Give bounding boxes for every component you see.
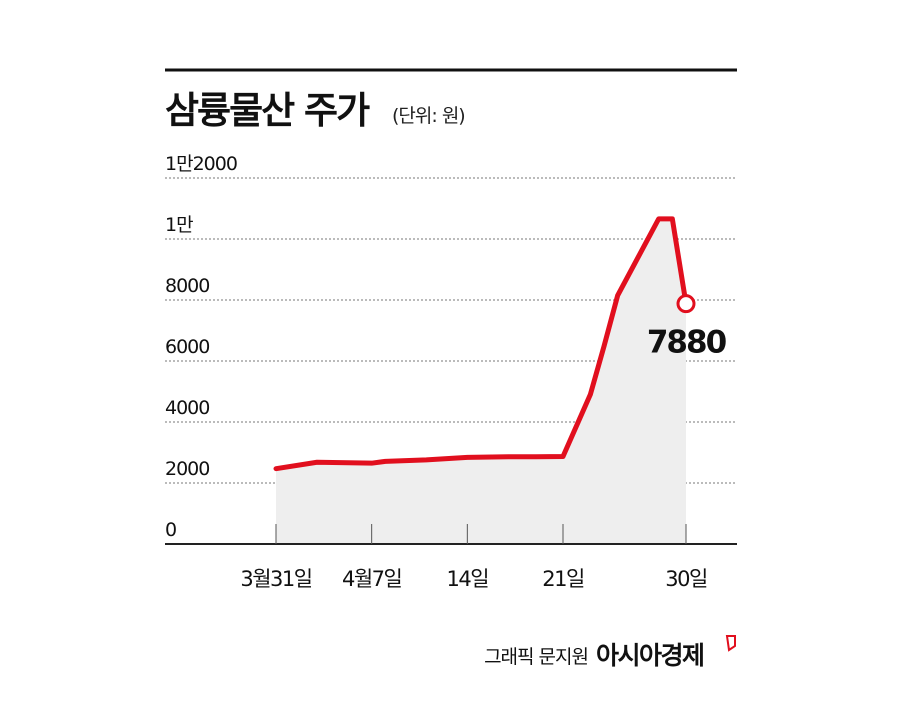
data-point xyxy=(425,459,427,461)
brand-logo-text: 아시아경제 xyxy=(596,641,704,670)
data-point xyxy=(603,345,605,347)
y-axis-ticks: 0 2000 4000 6000 8000 1만 1만2000 xyxy=(165,153,238,541)
graphic-credit: 그래픽 문지원 xyxy=(484,646,588,668)
y-tick-label: 6000 xyxy=(165,336,209,358)
y-tick-label: 1만2000 xyxy=(165,153,237,175)
y-tick-label: 8000 xyxy=(165,275,209,297)
y-tick-label: 1만 xyxy=(165,214,193,236)
chart-unit: (단위: 원) xyxy=(392,105,465,127)
data-point xyxy=(384,460,386,462)
brand-logo-icon xyxy=(725,635,736,652)
x-tick-label: 14일 xyxy=(447,567,489,591)
x-tick-label: 30일 xyxy=(665,567,707,591)
price-area xyxy=(276,218,686,544)
data-point xyxy=(275,468,277,470)
data-points xyxy=(275,218,687,470)
data-point xyxy=(658,218,660,220)
data-point xyxy=(562,455,564,457)
data-point xyxy=(316,461,318,463)
data-point xyxy=(671,218,673,220)
data-point xyxy=(589,394,591,396)
x-axis: 3월31일 4월7일 14일 21일 30일 xyxy=(165,524,737,591)
data-point xyxy=(466,456,468,458)
last-price-marker xyxy=(676,294,696,314)
y-tick-label: 4000 xyxy=(165,397,209,419)
data-point xyxy=(535,456,537,458)
x-tick-label: 21일 xyxy=(542,567,584,591)
x-tick-label: 3월31일 xyxy=(240,567,311,591)
data-point xyxy=(507,456,509,458)
last-price-label: 7880 xyxy=(647,325,727,361)
x-tick-label: 4월7일 xyxy=(342,567,402,591)
data-point xyxy=(617,294,619,296)
y-tick-label: 2000 xyxy=(165,458,209,480)
data-point xyxy=(371,462,373,464)
y-tick-label: 0 xyxy=(165,519,176,541)
chart-title: 삼륭물산 주가 xyxy=(165,89,370,132)
